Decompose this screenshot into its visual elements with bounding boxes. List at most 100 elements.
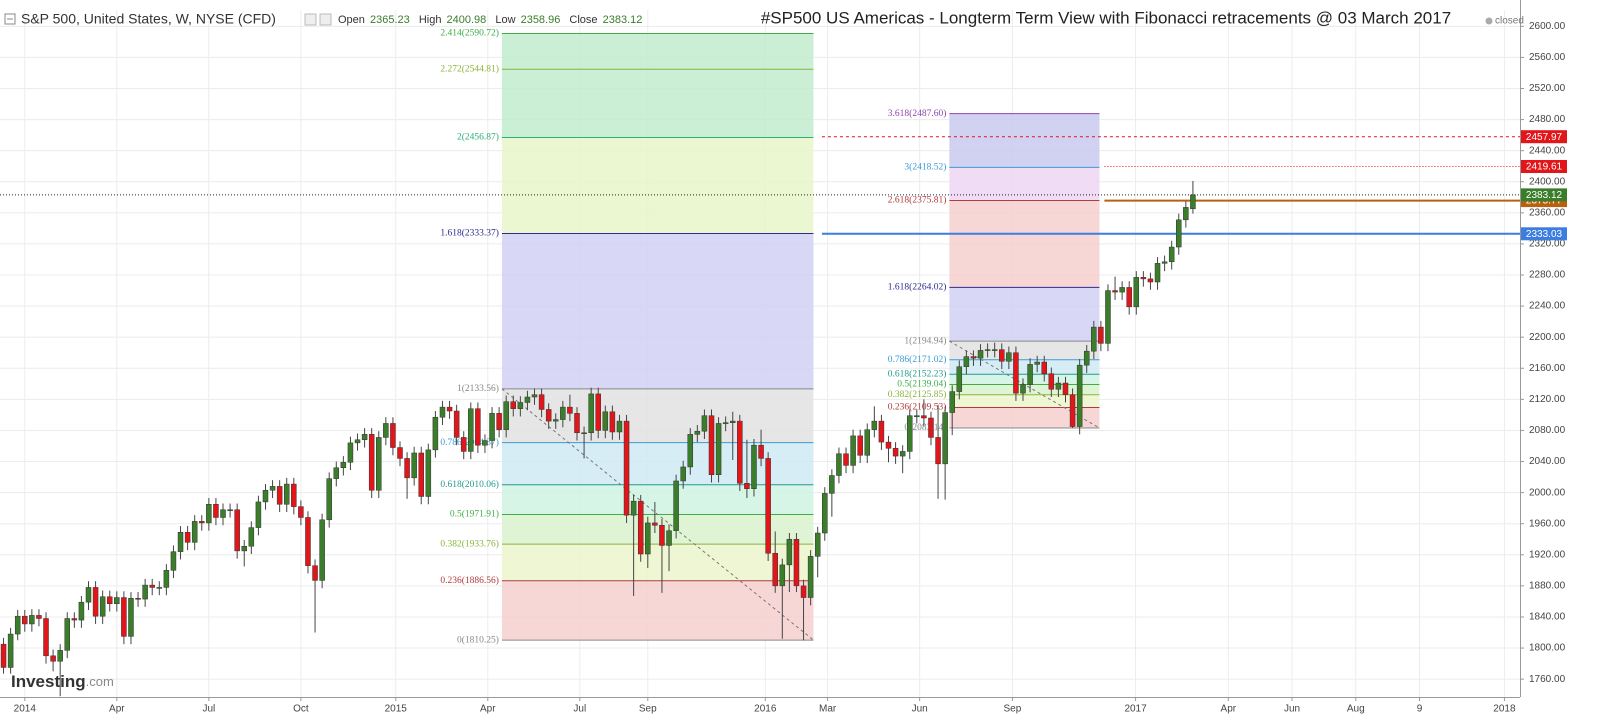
candle-body [1190,194,1196,210]
candle-body [199,521,205,524]
candle-body [659,525,665,546]
candle-body [609,411,616,433]
candle-body [822,493,828,534]
candle-body [1062,382,1069,395]
watermark: Investing.com [11,672,114,691]
candle-body [57,650,63,662]
candle-body [928,417,934,438]
candle-body [588,393,594,434]
y-tick-label: 2280.00 [1529,270,1566,281]
candle-body [737,420,743,484]
fib-label: 1.618(2264.02) [888,282,947,293]
candle-body [545,409,552,422]
x-tick-label: Mar [819,704,837,715]
fib-label: 3(2418.52) [904,162,946,173]
candle-body [333,467,340,479]
candle-body [701,415,708,432]
candle-body [942,412,948,465]
candle-body [574,413,580,434]
candle-body [411,452,417,479]
candle-body [645,522,651,555]
fib-zone [949,341,1100,360]
candle-body [1176,219,1182,248]
candle-body [829,475,835,494]
candle-body [1126,287,1132,308]
fib-zone [501,514,814,545]
candle-body [1034,361,1040,365]
candle-body [361,434,368,441]
candle-body [553,419,559,422]
x-tick-label: 2016 [754,704,777,715]
candle-body [1055,382,1062,390]
price-tag-label: 2457.97 [1526,132,1563,143]
market-status: closed [1495,16,1524,27]
instrument-name: S&P 500, United States, W, NYSE (CFD) [21,11,276,27]
fib-zone [501,33,814,70]
x-tick-label: Jul [573,704,586,715]
candle-body [786,538,793,566]
candle-body [885,441,892,449]
fib-label: 2.414(2590.72) [440,28,499,39]
fib-zone [949,394,1100,408]
candle-body [1105,290,1111,344]
status-dot [1485,17,1493,25]
candle-body [184,531,191,543]
candle-body [602,411,609,431]
x-tick-label: Jun [912,704,928,715]
candle-body [135,598,141,600]
fib-label: 2(2456.87) [457,132,499,143]
candle-body [1133,277,1140,308]
fib-label: 0.618(2152.23) [888,368,947,379]
candle-body [213,504,219,518]
candle-body [729,420,736,423]
candle-body [475,408,481,446]
candle-body [298,506,304,518]
ohlc-label: Close [569,14,597,26]
candle-body [390,423,396,448]
candle-body [680,466,686,482]
candle-body [128,598,134,637]
collapse-icon[interactable] [4,13,16,25]
candle-body [949,391,955,413]
candle-body [262,490,269,503]
candle-body [921,415,927,419]
candle-body [1140,277,1147,280]
settings-icon[interactable] [304,13,317,26]
candle-body [149,584,155,588]
candle-body [340,462,347,468]
candle-body [1048,373,1055,390]
fib-label: 0.236(1886.56) [440,575,499,586]
candle-body [836,453,842,476]
candle-body [673,480,679,531]
candle-body [524,396,531,403]
y-tick-label: 2600.00 [1529,21,1566,32]
x-tick-label: 9 [1417,704,1423,715]
candle-body [970,356,977,359]
y-tick-label: 1800.00 [1529,643,1566,654]
y-tick-label: 2480.00 [1529,114,1566,125]
candle-body [29,615,35,625]
ohlc-value: 2365.23 [370,14,410,26]
fib-label: 0(2083.14) [904,422,946,433]
fib-label: 1(2194.94) [904,335,946,346]
candle-body [404,458,410,479]
price-tag [1521,160,1567,174]
candle-body [114,597,120,604]
candle-body [142,584,148,600]
candle-body [623,420,630,516]
candle-body [92,587,99,617]
candle-body [368,434,375,491]
candle-body [36,615,42,619]
fib-zone [949,374,1100,385]
fib-zone [949,200,1100,288]
candle-body [758,444,764,459]
candle-body [531,394,538,398]
price-tag [1521,130,1567,144]
candle-body [814,532,821,557]
y-tick-label: 2560.00 [1529,52,1566,63]
candle-body [935,437,941,465]
y-tick-label: 2400.00 [1529,176,1566,187]
x-tick-label: Apr [109,704,125,715]
close-icon[interactable] [319,13,332,26]
